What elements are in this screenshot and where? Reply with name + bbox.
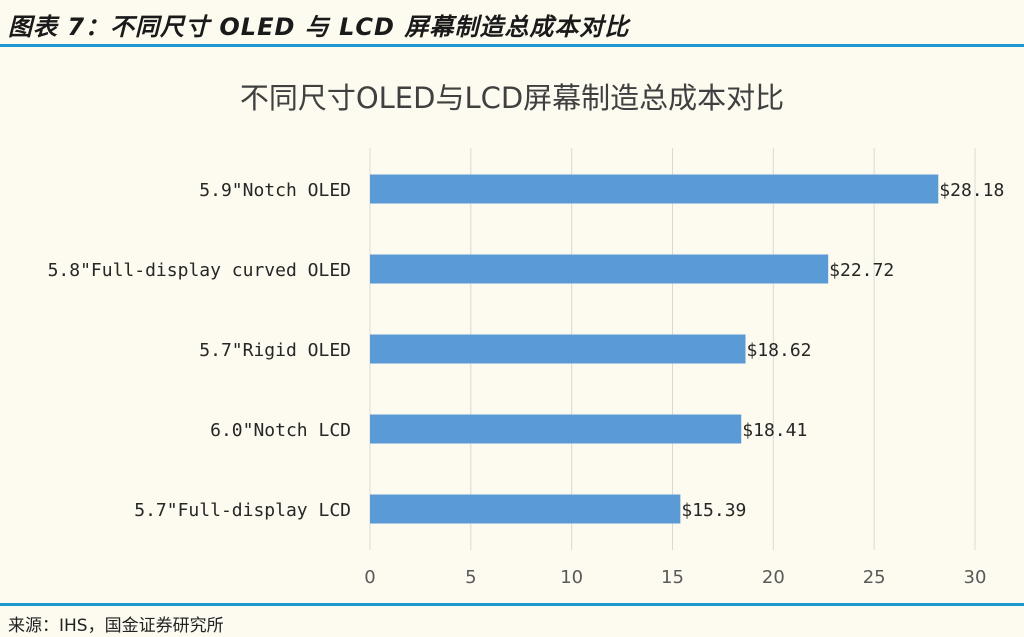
bottom-rule xyxy=(0,603,1024,606)
x-tick-label: 25 xyxy=(863,567,886,588)
x-tick-label: 20 xyxy=(762,567,785,588)
data-label: $15.39 xyxy=(681,500,746,521)
category-label: 5.7"Full-display LCD xyxy=(134,500,351,521)
x-tick-label: 30 xyxy=(964,567,987,588)
bar xyxy=(370,174,939,204)
category-label: 5.8"Full-display curved OLED xyxy=(48,260,351,281)
category-label: 6.0"Notch LCD xyxy=(210,420,351,441)
category-label: 5.7"Rigid OLED xyxy=(199,340,351,361)
data-label: $22.72 xyxy=(829,260,894,281)
x-tick-label: 10 xyxy=(560,567,583,588)
top-rule xyxy=(0,44,1024,47)
bar xyxy=(370,414,742,444)
data-label: $18.62 xyxy=(747,340,812,361)
bar xyxy=(370,334,746,364)
x-tick-label: 5 xyxy=(465,567,476,588)
data-labels: $28.18 $22.72 $18.62 $18.41 $15.39 xyxy=(681,180,1004,521)
data-label: $18.41 xyxy=(742,420,807,441)
figure-label: 图表 7：不同尺寸 OLED 与 LCD 屏幕制造总成本对比 xyxy=(8,13,630,41)
x-tick-label: 15 xyxy=(661,567,684,588)
bars xyxy=(370,174,939,524)
chart-title: 不同尺寸OLED与LCD屏幕制造总成本对比 xyxy=(240,81,784,115)
category-label: 5.9"Notch OLED xyxy=(199,180,351,201)
source-note: 来源：IHS，国金证券研究所 xyxy=(8,616,224,636)
x-tick-label: 0 xyxy=(364,567,375,588)
bar xyxy=(370,254,829,284)
figure-header: 图表 7：不同尺寸 OLED 与 LCD 屏幕制造总成本对比 xyxy=(0,0,1024,44)
data-label: $28.18 xyxy=(939,180,1004,201)
x-axis-tick-labels: 0 5 10 15 20 25 30 xyxy=(364,567,986,588)
bar xyxy=(370,494,681,524)
category-labels: 5.9"Notch OLED 5.8"Full-display curved OL… xyxy=(48,180,351,521)
bar-chart: 不同尺寸OLED与LCD屏幕制造总成本对比 5.9"Notch OLED 5.8"… xyxy=(48,81,1005,588)
